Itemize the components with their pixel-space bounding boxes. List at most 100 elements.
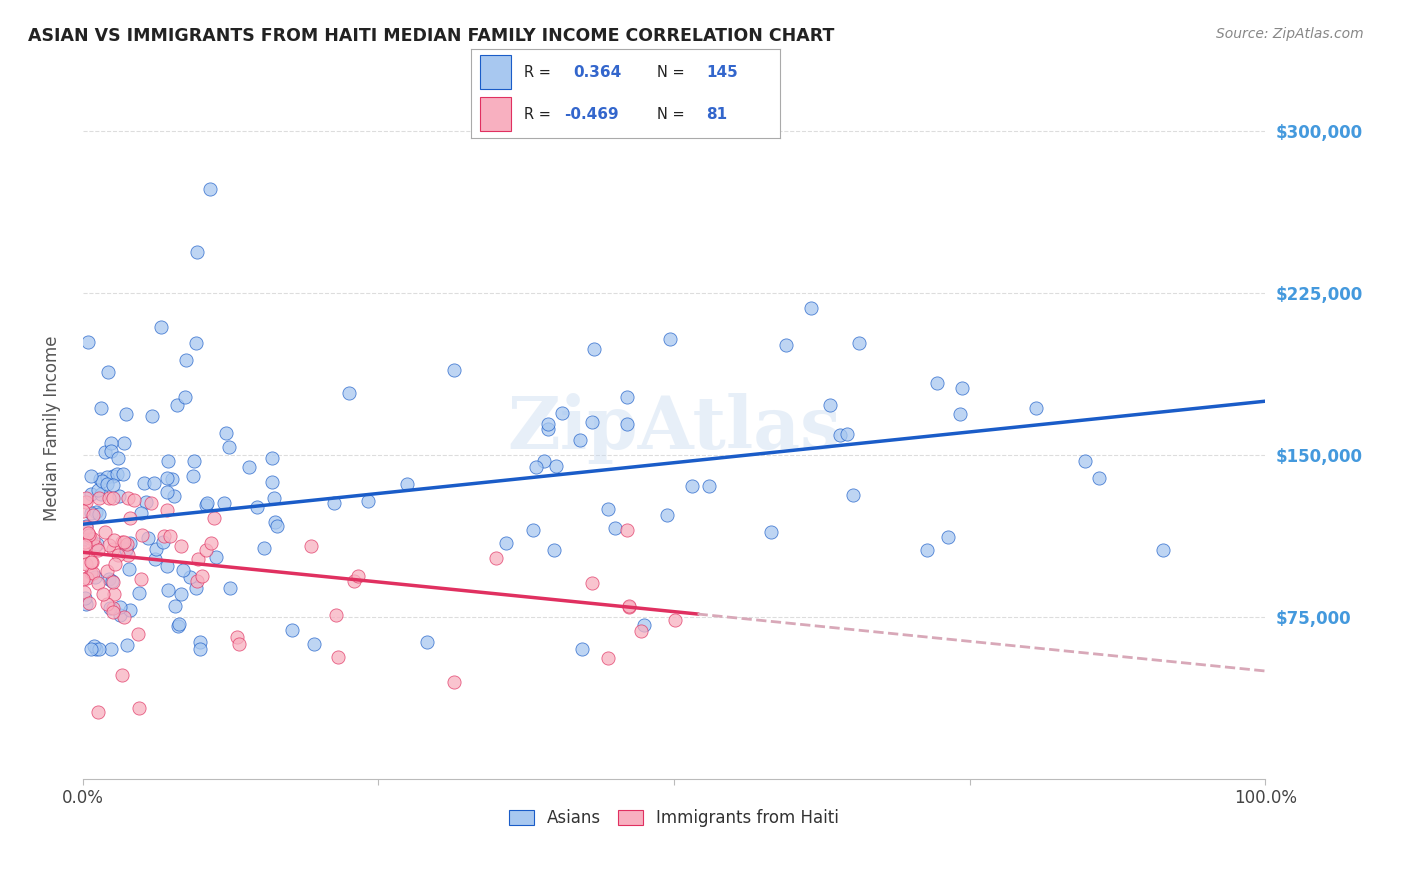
Point	[90, 401, 112, 416]
Point	[281, 623, 304, 637]
Point	[246, 500, 269, 514]
Point	[93, 525, 115, 540]
Point	[87, 706, 110, 720]
Point	[80, 506, 103, 520]
Point	[664, 613, 686, 627]
Point	[103, 575, 125, 590]
Point	[111, 467, 134, 481]
Point	[73, 584, 96, 599]
Point	[181, 468, 204, 483]
Point	[187, 551, 209, 566]
Point	[915, 543, 938, 558]
Point	[603, 521, 626, 535]
Text: ASIAN VS IMMIGRANTS FROM HAITI MEDIAN FAMILY INCOME CORRELATION CHART: ASIAN VS IMMIGRANTS FROM HAITI MEDIAN FA…	[28, 27, 835, 45]
Point	[167, 619, 190, 633]
Point	[75, 519, 97, 533]
Point	[166, 398, 188, 412]
Point	[537, 422, 560, 436]
Point	[159, 529, 181, 543]
Point	[118, 511, 141, 525]
Point	[112, 610, 135, 624]
Point	[139, 496, 162, 510]
Point	[658, 332, 681, 346]
Point	[129, 572, 152, 586]
Point	[115, 542, 138, 557]
Point	[262, 451, 284, 466]
Text: R =: R =	[523, 65, 551, 79]
Point	[122, 493, 145, 508]
Point	[395, 477, 418, 491]
Point	[87, 576, 110, 591]
Point	[174, 391, 197, 405]
Point	[103, 587, 125, 601]
Point	[76, 571, 98, 585]
Point	[950, 381, 973, 395]
Point	[264, 515, 287, 529]
Point	[94, 445, 117, 459]
Text: ZipAtlas: ZipAtlas	[508, 392, 841, 464]
Point	[101, 478, 124, 492]
Point	[86, 536, 108, 550]
Point	[356, 494, 378, 508]
Point	[100, 642, 122, 657]
Point	[837, 427, 859, 442]
Point	[96, 564, 118, 578]
Point	[163, 489, 186, 503]
Text: Source: ZipAtlas.com: Source: ZipAtlas.com	[1216, 27, 1364, 41]
Point	[73, 538, 96, 552]
Point	[128, 586, 150, 600]
Point	[167, 617, 190, 632]
Point	[524, 459, 547, 474]
Point	[93, 587, 115, 601]
Point	[152, 535, 174, 549]
Point	[84, 505, 107, 519]
Point	[537, 417, 560, 432]
Point	[87, 491, 110, 506]
Point	[96, 477, 118, 491]
Text: 0.364: 0.364	[574, 65, 621, 79]
Point	[633, 618, 655, 632]
Point	[325, 607, 347, 622]
Point	[495, 535, 517, 549]
Text: R =: R =	[523, 107, 551, 121]
Point	[522, 523, 544, 537]
Point	[179, 569, 201, 583]
Point	[97, 572, 120, 586]
Point	[156, 502, 179, 516]
Point	[194, 499, 217, 513]
Point	[195, 495, 218, 509]
Point	[72, 572, 94, 586]
Point	[80, 555, 103, 569]
Point	[262, 475, 284, 490]
Point	[120, 535, 142, 549]
Point	[77, 525, 100, 540]
Point	[117, 491, 139, 506]
Point	[75, 520, 97, 534]
Point	[697, 479, 720, 493]
Point	[80, 555, 103, 569]
Point	[172, 563, 194, 577]
Point	[75, 495, 97, 509]
Point	[202, 510, 225, 524]
Point	[156, 582, 179, 597]
Point	[828, 428, 851, 442]
Point	[443, 675, 465, 690]
Point	[100, 601, 122, 615]
Bar	[481, 55, 512, 89]
Point	[186, 574, 208, 589]
Bar	[481, 97, 512, 131]
Point	[759, 525, 782, 540]
Point	[170, 539, 193, 553]
Point	[188, 642, 211, 657]
Text: 81: 81	[706, 107, 727, 121]
Point	[101, 574, 124, 589]
Point	[156, 454, 179, 468]
Point	[75, 558, 97, 572]
Point	[581, 576, 603, 591]
Point	[266, 519, 288, 533]
Point	[115, 542, 138, 557]
Point	[302, 637, 325, 651]
Point	[598, 501, 620, 516]
Point	[100, 444, 122, 458]
Point	[569, 433, 592, 447]
